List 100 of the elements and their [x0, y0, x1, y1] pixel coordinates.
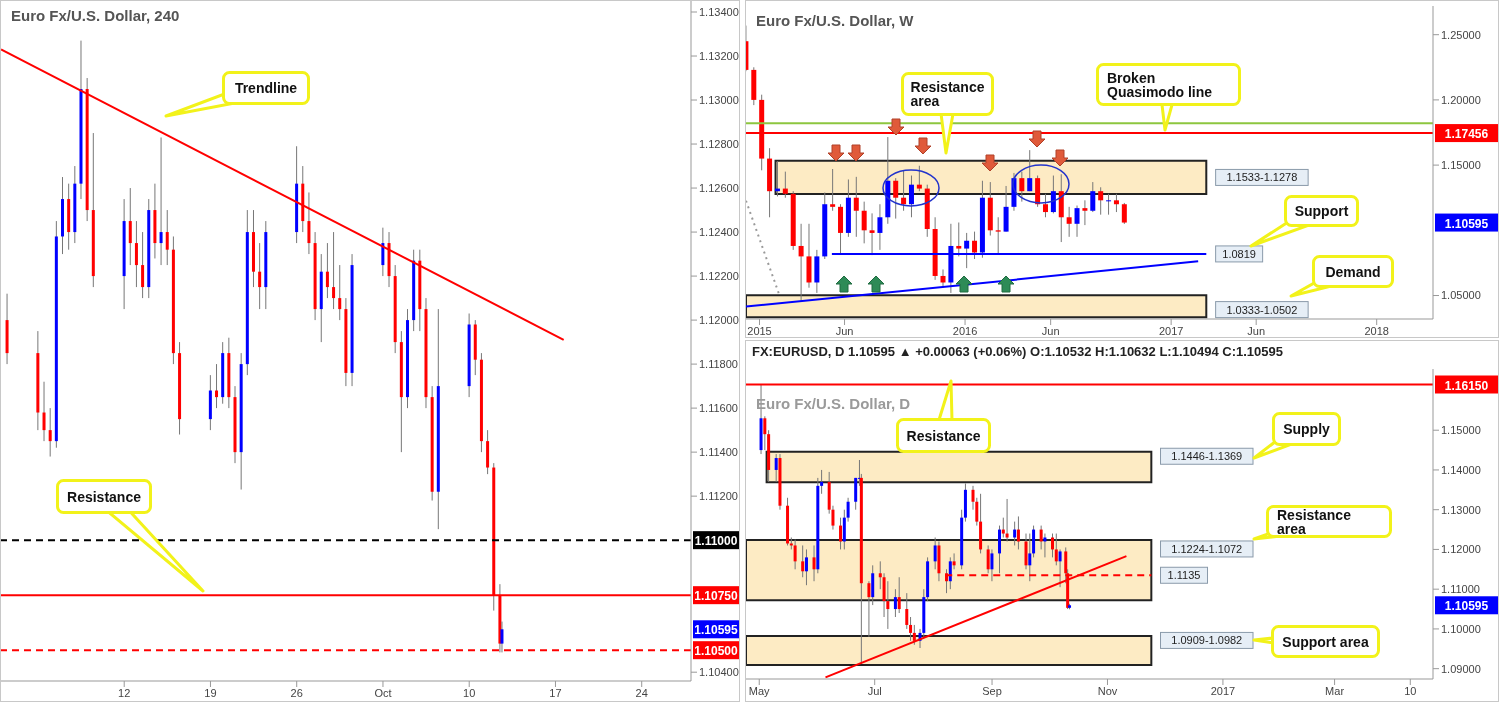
- candlestick: [798, 223, 804, 302]
- candlestick: [893, 177, 899, 220]
- candlestick: [793, 539, 797, 570]
- candlestick: [861, 201, 867, 244]
- candlestick: [952, 552, 956, 570]
- y-tick-label: 1.12400: [699, 225, 739, 238]
- y-tick-label: 1.09000: [1441, 662, 1481, 675]
- candlestick: [908, 175, 914, 218]
- y-tick-label: 1.10400: [699, 666, 739, 679]
- candlestick: [1074, 205, 1080, 238]
- candlestick: [801, 544, 805, 578]
- candlestick: [909, 616, 913, 642]
- candlestick: [990, 548, 994, 582]
- candlestick: [774, 453, 778, 483]
- y-tick-label: 1.15000: [1441, 424, 1481, 437]
- band-label: 1.0333-1.0502: [1226, 303, 1298, 316]
- candlestick: [128, 187, 132, 266]
- annotation: Resistance: [56, 479, 152, 514]
- candlestick: [830, 168, 836, 212]
- candlestick: [1005, 498, 1009, 542]
- candlestick: [905, 592, 909, 630]
- candlestick: [141, 231, 145, 299]
- y-tick-label: 1.12000: [699, 314, 739, 326]
- ref-line-label: 1.10500: [694, 644, 739, 659]
- candlestick: [338, 264, 342, 321]
- candlestick: [1032, 525, 1036, 558]
- candlestick: [804, 548, 808, 586]
- candlestick: [1042, 193, 1048, 218]
- candlestick: [332, 231, 336, 310]
- y-tick-label: 1.14000: [1441, 463, 1481, 476]
- candlestick: [867, 580, 871, 638]
- candlestick: [42, 381, 46, 442]
- x-tick-label: Oct: [374, 686, 392, 699]
- annotation: Support: [1284, 195, 1359, 227]
- y-tick-label: 1.12000: [1441, 543, 1481, 556]
- candlestick: [1106, 193, 1112, 216]
- band-label: 1.1533-1.1278: [1226, 171, 1298, 184]
- candlestick: [916, 165, 922, 192]
- candlestick: [165, 209, 169, 266]
- candlestick: [1121, 202, 1127, 225]
- candlestick: [782, 171, 788, 199]
- candlestick: [307, 191, 311, 255]
- ref-line-label: 1.1135: [1167, 569, 1201, 582]
- candlestick: [1066, 206, 1072, 238]
- candlestick: [159, 136, 163, 266]
- y-tick-label: 1.15000: [1441, 159, 1481, 172]
- x-tick-label: 26: [290, 686, 303, 699]
- x-tick-label: 17: [549, 686, 562, 699]
- chart-title: Euro Fx/U.S. Dollar, W: [756, 12, 914, 29]
- x-tick-label: Jul: [867, 684, 882, 697]
- text: 1.10595: [1444, 216, 1489, 231]
- candlestick: [134, 220, 138, 288]
- ref-line-label: 1.16150: [1444, 378, 1489, 393]
- y-tick-label: 1.11600: [699, 402, 738, 415]
- candlestick: [1051, 533, 1054, 558]
- candlestick: [897, 576, 901, 614]
- annotation: Trendline: [222, 71, 310, 105]
- annotation: Resistance: [896, 418, 991, 453]
- y-tick-label: 1.12600: [699, 181, 739, 194]
- candlestick: [912, 624, 916, 646]
- chart-subtitle: FX:EURUSD, D 1.10595 ▲ +0.00063 (+0.06%) O:1.10532 H:1.10632 L:1.10494 C:1.10595: [752, 344, 1284, 359]
- x-tick-label: 2018: [1364, 324, 1389, 337]
- candlestick: [839, 517, 843, 550]
- candlestick: [972, 231, 978, 260]
- x-tick-label: 2015: [747, 324, 772, 337]
- annotation: Demand: [1312, 255, 1394, 288]
- annotation: Supply: [1272, 412, 1341, 446]
- x-tick-label: 10: [1404, 684, 1417, 697]
- x-tick-label: 10: [463, 686, 476, 699]
- y-tick-label: 1.13000: [699, 93, 739, 106]
- y-tick-label: 1.11400: [699, 446, 738, 459]
- candlestick: [1090, 181, 1096, 213]
- band-label: 1.1224-1.1072: [1171, 542, 1243, 555]
- y-tick-label: 1.13400: [699, 5, 739, 18]
- band-label: 1.0909-1.0982: [1171, 634, 1243, 647]
- ref-line-label: 1.0819: [1222, 247, 1256, 260]
- x-tick-label: 2017: [1158, 324, 1184, 337]
- x-tick-label: Jun: [1247, 324, 1266, 337]
- band-label: 1.1446-1.1369: [1171, 450, 1243, 463]
- candlestick: [48, 407, 52, 458]
- y-tick-label: 1.12800: [699, 137, 739, 150]
- x-tick-label: 2017: [1210, 684, 1236, 697]
- candlestick: [325, 242, 329, 299]
- x-tick-label: Jun: [835, 324, 854, 337]
- y-tick-label: 1.12200: [699, 269, 739, 282]
- x-tick-label: May: [748, 684, 771, 697]
- candlestick: [853, 176, 859, 238]
- candlestick: [1058, 548, 1062, 588]
- candlestick: [1019, 171, 1025, 203]
- candlestick: [940, 268, 946, 289]
- candlestick: [998, 525, 1002, 574]
- candlestick: [1082, 199, 1088, 226]
- candlestick: [956, 221, 962, 257]
- candlestick: [893, 588, 897, 618]
- y-tick-label: 1.20000: [1441, 93, 1481, 106]
- x-tick-label: 24: [635, 686, 648, 699]
- candlestick: [877, 203, 883, 251]
- candlestick: [1027, 149, 1033, 192]
- candlestick: [1013, 521, 1017, 546]
- annotation: Resistance area: [901, 72, 994, 116]
